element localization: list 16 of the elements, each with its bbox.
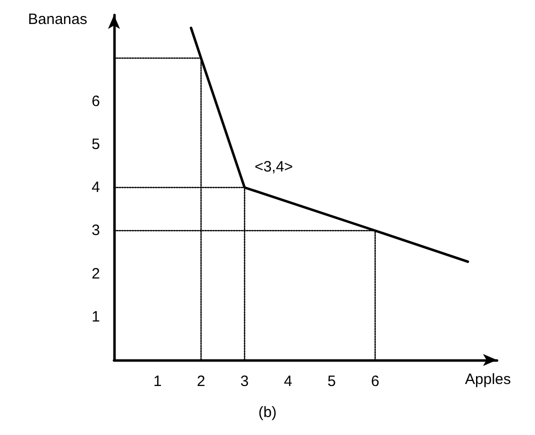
x-tick-label: 2 (196, 373, 206, 390)
text: (b) (258, 404, 277, 421)
y-tick-label: 4 (92, 179, 100, 196)
y-tick-label: 2 (92, 265, 100, 282)
y-axis-title: Bananas (28, 11, 88, 28)
y-tick-label: 6 (92, 92, 100, 110)
y-tick-label: 1 (92, 308, 100, 326)
x-tick-label: 6 (370, 373, 380, 390)
annotation: <3,4> (254, 158, 294, 176)
x-tick-label: 1 (153, 373, 162, 390)
x-tick-label: 4 (284, 373, 292, 390)
x-tick-label: 5 (327, 373, 336, 390)
y-tick-label: 5 (92, 136, 100, 153)
x-tick-label: 3 (240, 373, 249, 390)
y-tick-label: 3 (92, 222, 100, 240)
x-axis-title: Apples (465, 371, 511, 388)
